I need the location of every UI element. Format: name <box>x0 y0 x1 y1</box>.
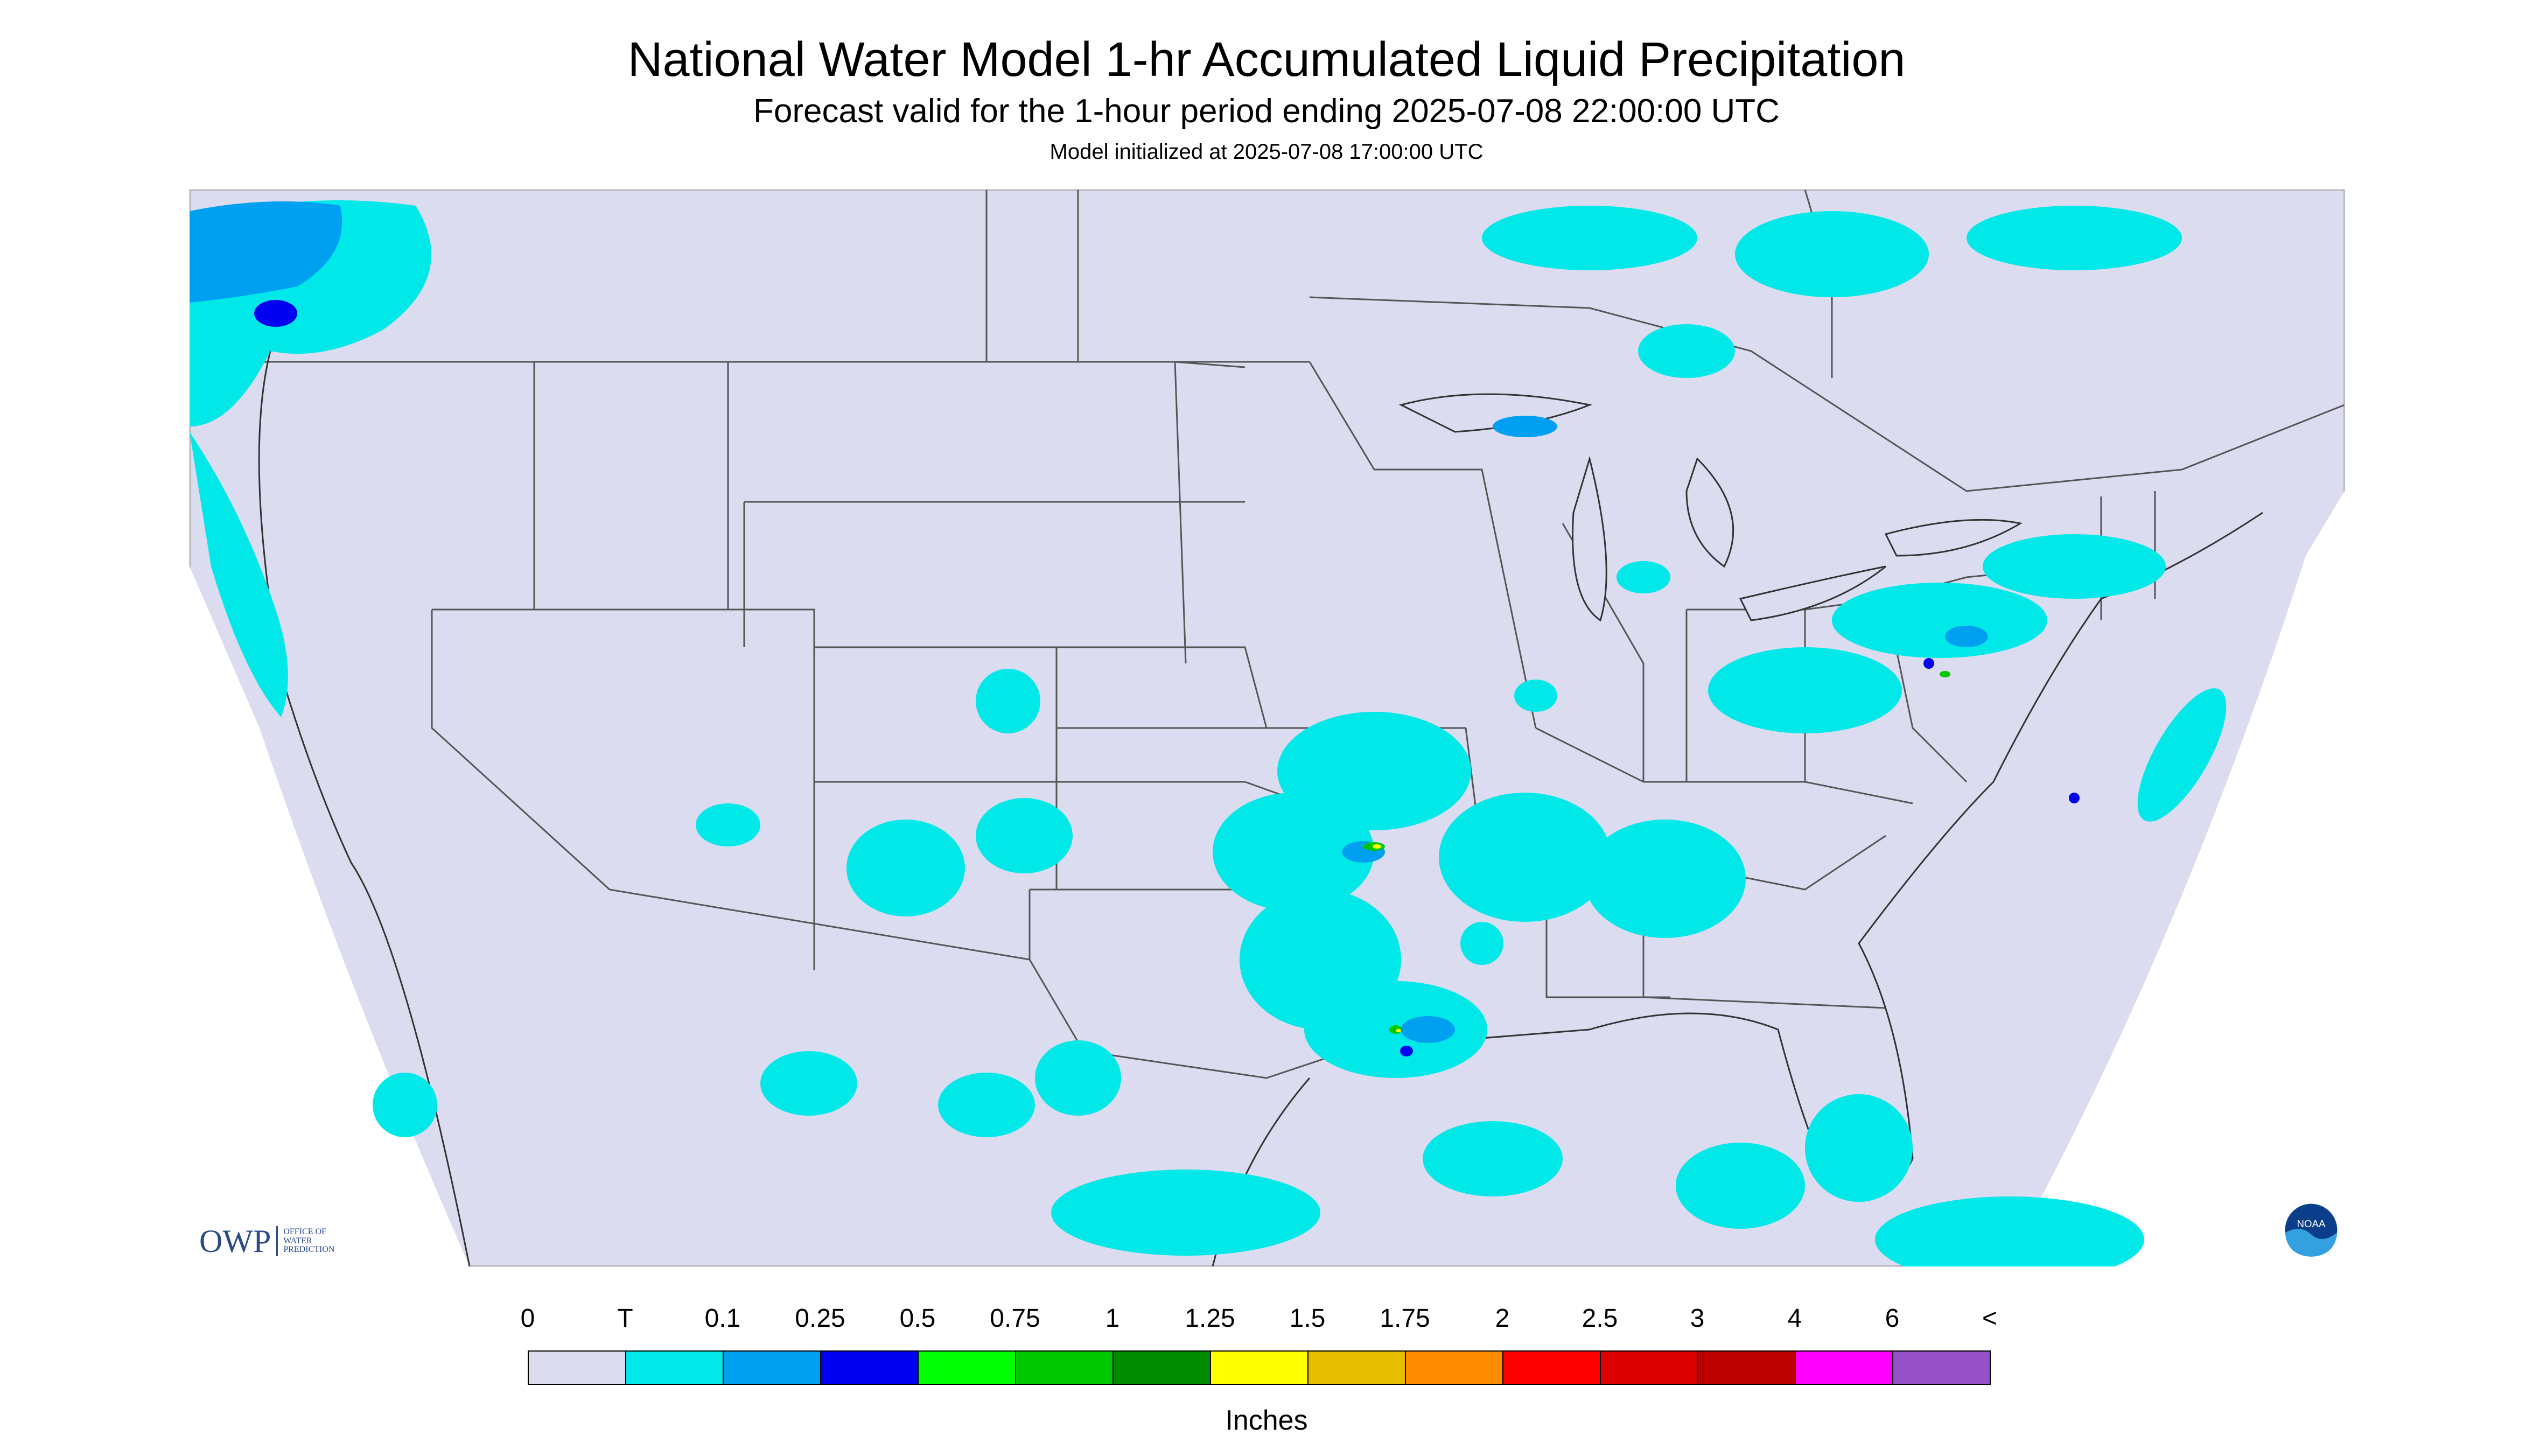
precip-peak <box>1373 844 1401 1032</box>
legend-labels: 0 T 0.1 0.25 0.5 0.75 1 1.25 1.5 1.75 2 2.5 3 4 6 < <box>521 1304 2009 1333</box>
legend-swatch <box>1795 1350 1893 1385</box>
legend-swatch <box>1307 1350 1406 1385</box>
legend-label: 6 <box>1885 1304 1900 1333</box>
legend-swatch <box>625 1350 724 1385</box>
owp-text: Office of Water Prediction <box>283 1227 335 1255</box>
legend-swatch <box>723 1350 821 1385</box>
legend-label: 0.75 <box>990 1304 1040 1333</box>
legend-swatch <box>1502 1350 1601 1385</box>
legend-swatch <box>1112 1350 1211 1385</box>
projection-mask-left <box>190 566 470 1266</box>
legend-label: 1.5 <box>1289 1304 1326 1333</box>
legend-swatch <box>528 1350 626 1385</box>
legend-label: 0 <box>520 1304 535 1333</box>
legend-colorbar <box>528 1350 1991 1385</box>
legend-swatch <box>1892 1350 1991 1385</box>
legend-label: 2 <box>1495 1304 1510 1333</box>
precip-trace <box>190 200 2227 1266</box>
legend-swatch <box>918 1350 1016 1385</box>
legend-label: 4 <box>1787 1304 1802 1333</box>
precip-light <box>190 201 1988 1043</box>
legend-label: 1.75 <box>1380 1304 1430 1333</box>
map-subtitle: Forecast valid for the 1-hour period end… <box>753 93 1780 130</box>
map-title: National Water Model 1-hr Accumulated Li… <box>627 33 1906 87</box>
legend-swatch <box>1015 1350 1114 1385</box>
legend-swatch <box>1210 1350 1309 1385</box>
noaa-logo-icon: NOAA <box>2283 1202 2339 1258</box>
owp-logo: OWP Office of Water Prediction <box>199 1222 334 1260</box>
legend-label: 1 <box>1105 1304 1120 1333</box>
model-init-time: Model initialized at 2025-07-08 17:00:00… <box>1049 140 1484 164</box>
legend-label: T <box>617 1304 633 1333</box>
legend-label: < <box>1982 1304 1998 1333</box>
legend-units: Inches <box>1225 1405 1308 1436</box>
precip-medium <box>254 300 2080 1056</box>
owp-mark: OWP <box>199 1223 271 1259</box>
legend-swatch <box>1405 1350 1503 1385</box>
legend-swatch <box>820 1350 919 1385</box>
legend-label: 0.5 <box>899 1304 936 1333</box>
legend-swatch <box>1697 1350 1796 1385</box>
legend-label: 3 <box>1690 1304 1705 1333</box>
legend-label: 1.25 <box>1185 1304 1235 1333</box>
legend-label: 0.1 <box>704 1304 741 1333</box>
legend-label: 0.25 <box>795 1304 845 1333</box>
owp-separator <box>276 1226 278 1256</box>
noaa-mark: NOAA <box>2297 1218 2326 1229</box>
legend-label: 2.5 <box>1582 1304 1618 1333</box>
precipitation-map <box>190 190 2345 1266</box>
legend-swatch <box>1600 1350 1698 1385</box>
great-lakes <box>1398 393 2023 622</box>
projection-mask-right <box>2004 491 2345 1266</box>
